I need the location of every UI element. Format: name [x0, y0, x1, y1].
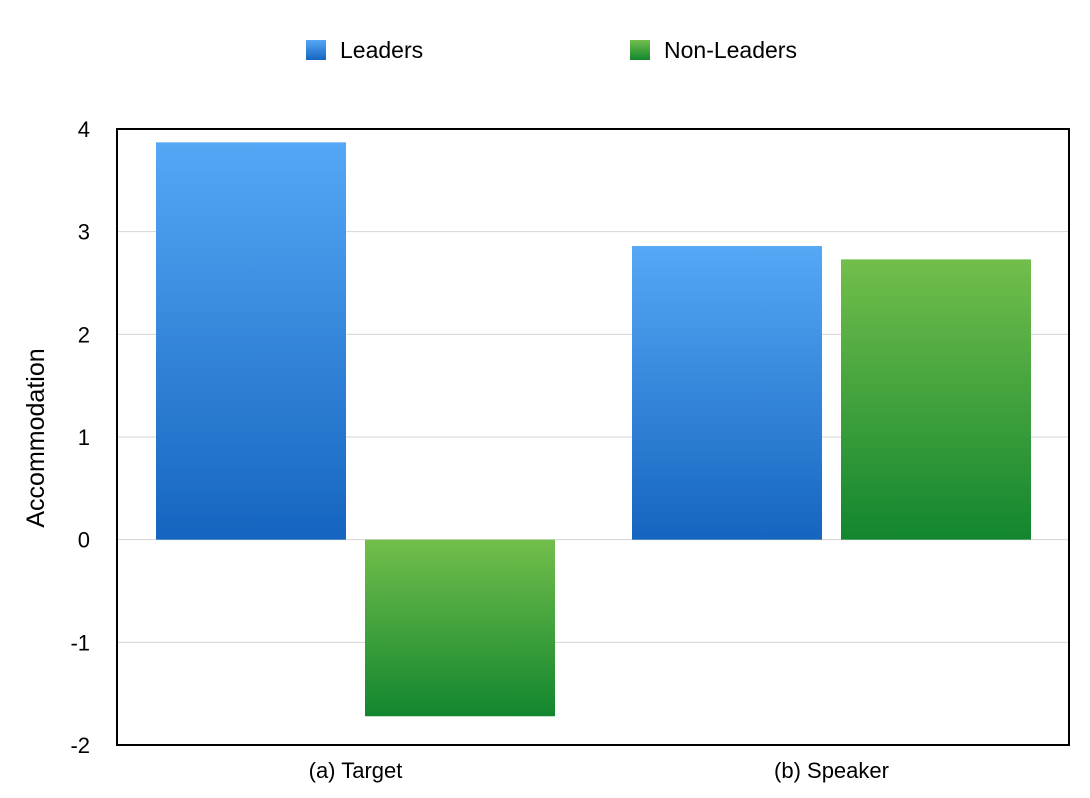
legend-label-non-leaders: Non-Leaders	[664, 37, 797, 63]
y-tick-label: 2	[78, 322, 90, 347]
category-labels: (a) Target (b) Speaker	[309, 758, 889, 783]
legend-item-non-leaders: Non-Leaders	[630, 37, 797, 63]
legend-swatch-leaders	[306, 40, 326, 60]
y-tick-label: -2	[70, 733, 90, 758]
y-tick-label: 4	[78, 117, 90, 142]
category-label: (a) Target	[309, 758, 403, 783]
legend: Leaders Non-Leaders	[306, 37, 797, 63]
y-tick-labels: 4 3 2 1 0 -1 -2	[70, 117, 90, 758]
legend-label-leaders: Leaders	[340, 37, 423, 63]
legend-swatch-non-leaders	[630, 40, 650, 60]
bar-non-leaders-2	[841, 259, 1031, 540]
y-tick-label: -1	[70, 630, 90, 655]
bars	[156, 142, 1031, 717]
legend-item-leaders: Leaders	[306, 37, 423, 63]
bar-leaders-1	[156, 142, 346, 540]
y-tick-label: 3	[78, 220, 90, 245]
plot-frame	[116, 128, 1070, 746]
y-tick-label: 1	[78, 425, 90, 450]
bar-leaders-2	[632, 246, 822, 540]
y-axis-title: Accommodation	[22, 348, 50, 527]
bar-non-leaders-1	[365, 539, 555, 717]
y-tick-label: 0	[78, 528, 90, 553]
category-label: (b) Speaker	[774, 758, 889, 783]
